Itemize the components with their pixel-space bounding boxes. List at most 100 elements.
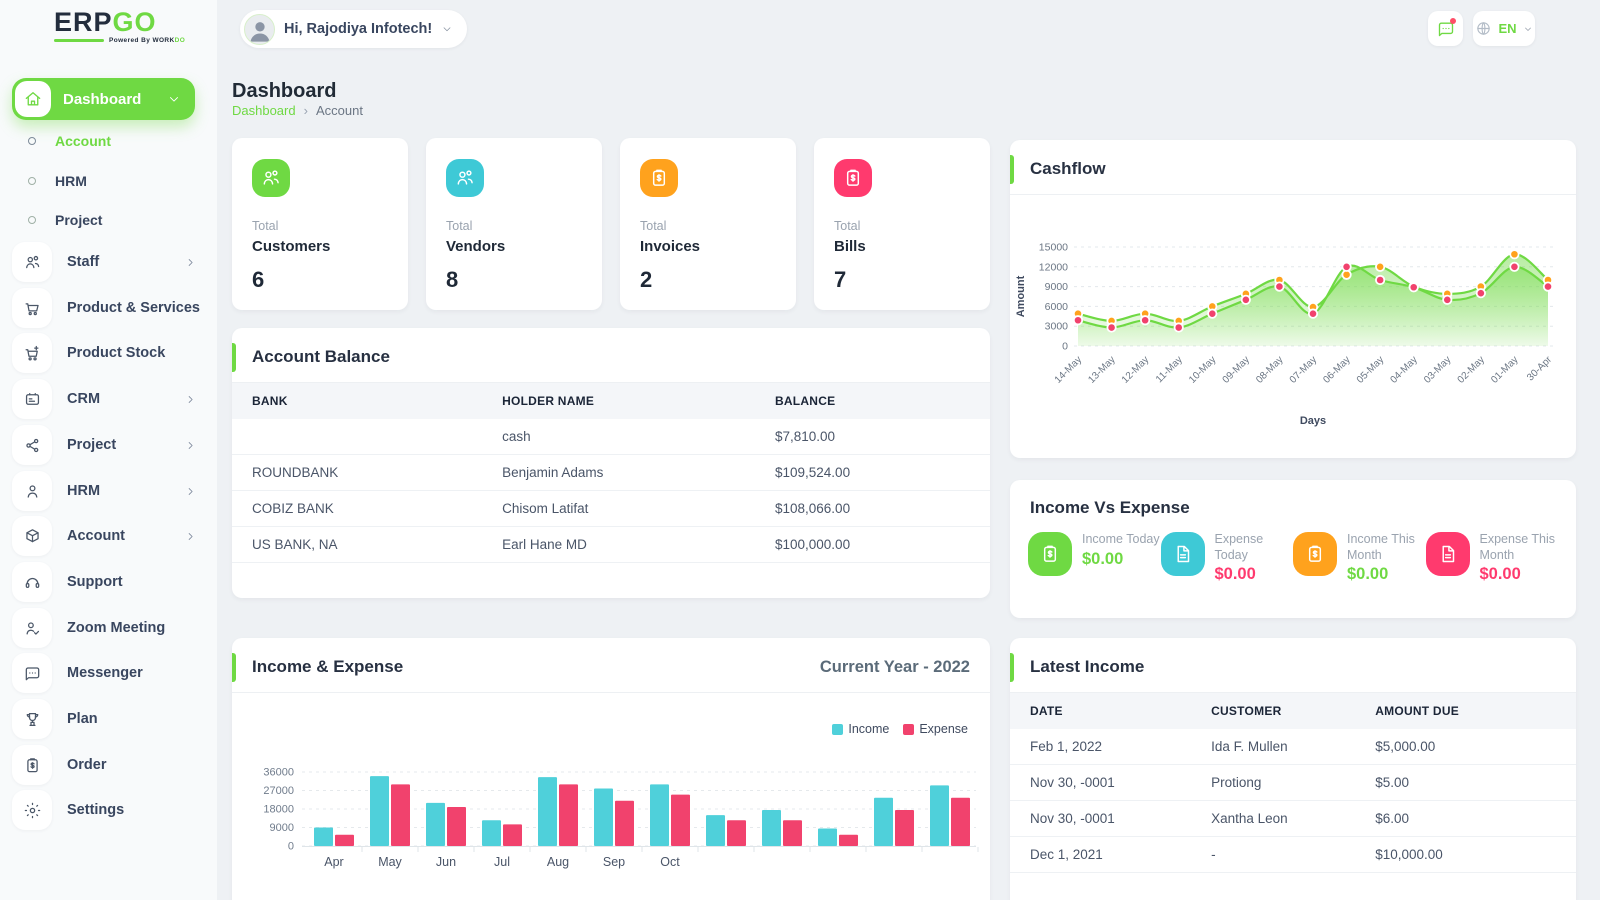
clipboard-dollar-icon: [846, 169, 860, 186]
sidebar-item-label: CRM: [67, 391, 101, 407]
stat-value: 8: [446, 267, 459, 292]
sidebar-item-messenger[interactable]: Messenger: [12, 653, 205, 693]
svg-text:0: 0: [288, 841, 294, 853]
svg-text:36000: 36000: [263, 767, 294, 779]
ive-amount: $0.00: [1479, 565, 1521, 584]
sidebar-item-product-stock[interactable]: Product Stock: [12, 333, 205, 373]
svg-text:03-May: 03-May: [1422, 354, 1453, 385]
clipboard-dollar-icon: [652, 169, 666, 186]
svg-text:9000: 9000: [1045, 281, 1069, 293]
table-cell: Protiong: [1191, 764, 1356, 801]
table-cell: $108,066.00: [755, 490, 990, 527]
sidebar: Dashboard Account HRM Project Staff Product…: [0, 0, 217, 900]
sidebar-item-staff[interactable]: Staff: [12, 242, 205, 282]
sidebar-item-crm[interactable]: CRM: [12, 379, 205, 419]
table-row: ROUNDBANK Benjamin Adams $109,524.00: [232, 454, 990, 491]
language-selector[interactable]: EN: [1473, 11, 1535, 46]
table-cell: $7,810.00: [755, 419, 990, 455]
ive-item-expense-this-month: Expense This Month $0.00: [1425, 532, 1559, 584]
sidebar-item-label: Plan: [67, 711, 98, 727]
sidebar-subitem-account[interactable]: Account: [0, 128, 217, 154]
cashflow-card: Cashflow 0 3000 6000 9000 12000 15000 14-May 13…: [1010, 140, 1576, 458]
gear-icon: [24, 802, 40, 818]
svg-text:27000: 27000: [263, 785, 294, 797]
chevron-right-icon: [188, 532, 193, 540]
app-logo: ERPGO Powered By WORKDO: [54, 8, 204, 44]
svg-text:May: May: [378, 855, 402, 869]
ive-amount: $0.00: [1214, 565, 1256, 584]
sidebar-item-label: Staff: [67, 254, 100, 270]
svg-text:12000: 12000: [1039, 261, 1068, 273]
sidebar-item-label: Product & Services: [67, 300, 200, 316]
table-row: Nov 30, -0001 Xantha Leon $6.00: [1010, 800, 1576, 837]
column-header: HOLDER NAME: [482, 383, 755, 419]
user-menu[interactable]: Hi, Rajodiya Infotech!: [240, 10, 468, 48]
table-cell: $5.00: [1355, 764, 1576, 801]
column-header: BANK: [232, 383, 483, 419]
sidebar-item-account[interactable]: Account: [12, 516, 205, 556]
sidebar-subitem-label: Project: [55, 212, 103, 228]
chat-icon: [25, 666, 39, 680]
sidebar-item-plan[interactable]: Plan: [12, 699, 205, 739]
sidebar-subitem-project[interactable]: Project: [0, 207, 217, 233]
globe-icon: [1475, 20, 1492, 37]
ive-item-expense-today: Expense Today $0.00: [1160, 532, 1294, 584]
sidebar-item-support[interactable]: Support: [12, 562, 205, 602]
stat-label: Invoices: [640, 238, 701, 255]
sidebar-item-order[interactable]: Order: [12, 745, 205, 785]
stat-total-label: Total: [640, 219, 667, 233]
stat-value: 6: [252, 267, 265, 292]
table-row: Dec 1, 2021- $10,000.00: [1010, 836, 1576, 873]
sidebar-item-dashboard[interactable]: Dashboard: [12, 78, 195, 120]
legend-item-expense[interactable]: Expense: [903, 722, 968, 736]
sidebar-item-product-services[interactable]: Product & Services: [12, 288, 205, 328]
sidebar-item-zoom-meeting[interactable]: Zoom Meeting: [12, 608, 205, 648]
breadcrumb-separator: ›: [303, 103, 308, 118]
table-cell: [232, 419, 483, 455]
ive-label: Expense This Month: [1479, 532, 1556, 562]
svg-text:Jul: Jul: [494, 855, 510, 869]
svg-text:18000: 18000: [263, 804, 294, 816]
table-cell: US BANK, NA: [232, 526, 483, 563]
svg-text:Sep: Sep: [603, 855, 625, 869]
svg-text:12-May: 12-May: [1120, 354, 1151, 385]
notification-dot: [1450, 18, 1456, 24]
table-row: Feb 1, 2022 Ida F. Mullen $5,000.00: [1010, 729, 1576, 765]
sidebar-item-project[interactable]: Project: [12, 425, 205, 465]
svg-text:Days: Days: [1300, 415, 1326, 427]
sidebar-subitem-label: Account: [55, 133, 111, 149]
share-nodes-icon: [25, 438, 38, 452]
breadcrumb-dashboard-link[interactable]: Dashboard: [232, 103, 296, 118]
svg-text:09-May: 09-May: [1221, 354, 1252, 385]
table-cell: $5,000.00: [1355, 729, 1576, 765]
ive-label: Income Today: [1082, 532, 1160, 546]
messenger-button[interactable]: [1428, 11, 1463, 46]
svg-text:04-May: 04-May: [1388, 354, 1419, 385]
column-header: AMOUNT DUE: [1355, 693, 1576, 729]
sidebar-dashboard-label: Dashboard: [63, 90, 142, 108]
sidebar-item-label: Product Stock: [67, 345, 166, 361]
ive-item-income-this-month: Income This Month $0.00: [1293, 532, 1426, 584]
legend-label: Expense: [919, 722, 968, 736]
stat-label: Customers: [252, 238, 331, 255]
logo-text-erp: ERP: [54, 7, 113, 37]
logo-underline: [54, 39, 104, 42]
sidebar-subitem-hrm[interactable]: HRM: [0, 168, 217, 194]
table-row: cash $7,810.00: [232, 419, 990, 455]
sidebar-item-label: Account: [67, 528, 125, 544]
sidebar-item-settings[interactable]: Settings: [12, 790, 205, 830]
sidebar-item-hrm[interactable]: HRM: [12, 471, 205, 511]
stat-value: 7: [834, 267, 847, 292]
sidebar-item-label: Support: [67, 574, 123, 590]
stat-card-bills: Total Bills 7: [814, 138, 990, 310]
table-cell: $10,000.00: [1355, 836, 1576, 873]
svg-text:05-May: 05-May: [1355, 354, 1386, 385]
legend-item-income[interactable]: Income: [832, 722, 889, 736]
chevron-down-icon: [1523, 24, 1533, 34]
table-cell: Xantha Leon: [1191, 800, 1356, 837]
bullet-icon: [28, 137, 36, 145]
column-header: CUSTOMER: [1191, 693, 1356, 729]
sidebar-subitem-label: HRM: [55, 173, 87, 189]
svg-text:15000: 15000: [1039, 242, 1068, 254]
account-balance-table: BANK HOLDER NAME BALANCE cash $7,810.00 ROUN…: [232, 383, 990, 563]
